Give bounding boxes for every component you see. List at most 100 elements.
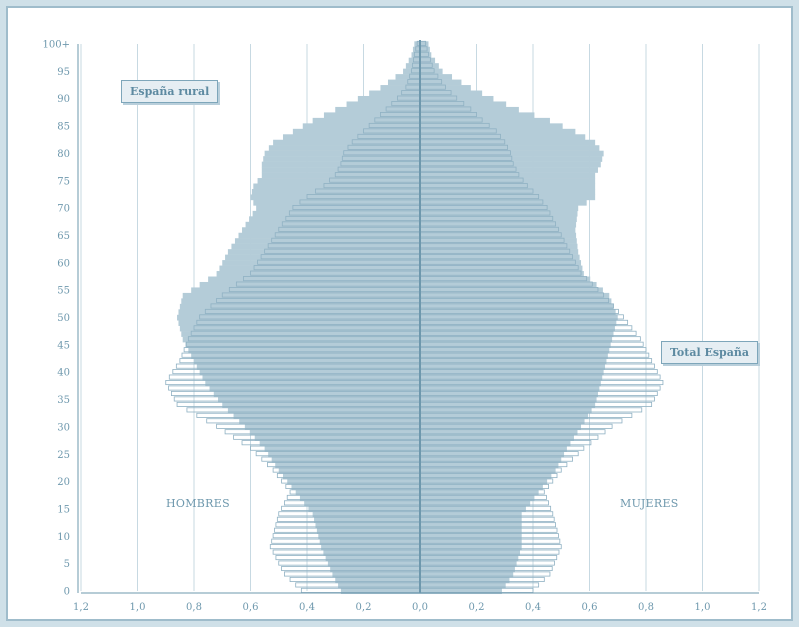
bar-hombres	[222, 402, 420, 409]
y-tick-label: 100+	[43, 40, 70, 51]
bar-mujeres	[420, 210, 578, 217]
bar-hombres	[261, 172, 420, 179]
bar-hombres	[249, 216, 420, 223]
bar-hombres	[357, 95, 420, 102]
bar-hombres	[234, 238, 420, 244]
bar-mujeres	[420, 167, 598, 173]
bar-hombres	[177, 314, 420, 321]
bar-hombres	[312, 117, 420, 124]
bar-mujeres	[420, 582, 506, 589]
bar-mujeres	[420, 342, 611, 348]
bar-mujeres	[420, 134, 586, 140]
bar-mujeres	[420, 533, 522, 540]
bar-mujeres	[420, 588, 502, 595]
bar-mujeres	[420, 117, 550, 124]
bar-mujeres	[420, 577, 510, 584]
bar-hombres	[318, 533, 420, 540]
bar-mujeres	[420, 489, 539, 496]
bar-mujeres	[420, 243, 578, 250]
bar-mujeres	[420, 52, 432, 58]
bar-hombres	[282, 134, 420, 140]
bar-mujeres	[420, 271, 584, 277]
bar-hombres	[249, 429, 420, 436]
bar-hombres	[369, 90, 420, 97]
bar-mujeres	[420, 112, 535, 119]
bar-hombres	[411, 52, 420, 58]
bar-hombres	[202, 374, 420, 381]
bar-hombres	[208, 276, 420, 283]
y-tick-label: 85	[57, 122, 70, 133]
bar-mujeres	[420, 79, 462, 86]
bar-hombres	[315, 522, 420, 529]
bar-hombres	[327, 560, 420, 567]
bar-hombres	[233, 413, 420, 419]
bar-mujeres	[420, 571, 514, 578]
bar-hombres	[213, 391, 420, 398]
bar-hombres	[316, 528, 420, 534]
bar-mujeres	[420, 511, 522, 518]
y-tick-label: 10	[57, 532, 70, 543]
y-tick-label: 90	[57, 94, 70, 105]
bar-hombres	[191, 353, 420, 359]
bar-mujeres	[420, 517, 522, 523]
mujeres-label: MUJERES	[620, 497, 679, 510]
bar-hombres	[387, 79, 420, 86]
bar-hombres	[253, 199, 420, 206]
bar-mujeres	[420, 205, 579, 212]
bar-mujeres	[420, 374, 603, 381]
bar-mujeres	[420, 555, 519, 562]
bar-hombres	[264, 150, 420, 157]
bar-mujeres	[420, 183, 596, 190]
bar-hombres	[308, 506, 420, 512]
x-tick-label: 0,8	[638, 602, 654, 613]
bar-mujeres	[420, 462, 559, 469]
bar-mujeres	[420, 68, 443, 75]
bar-hombres	[282, 473, 420, 480]
bar-mujeres	[420, 544, 522, 551]
bar-mujeres	[420, 407, 592, 414]
bar-mujeres	[420, 358, 607, 365]
bar-hombres	[271, 457, 420, 463]
bar-hombres	[405, 63, 420, 69]
bar-hombres	[218, 396, 420, 403]
bar-mujeres	[420, 396, 597, 403]
bar-mujeres	[420, 303, 614, 310]
bar-hombres	[238, 232, 420, 239]
y-tick-label: 15	[57, 504, 70, 515]
hombres-label: HOMBRES	[166, 497, 230, 510]
bar-hombres	[263, 156, 420, 162]
bar-mujeres	[420, 550, 521, 556]
chart-frame: 1,2 1,0 0,8 0,6 0,4 0,2 0,0 0,2 0,4 0,6 0,8 1,0 1,2 0…	[6, 6, 793, 621]
bar-mujeres	[420, 435, 574, 441]
bar-mujeres	[420, 560, 517, 567]
bar-hombres	[321, 544, 420, 551]
bar-mujeres	[420, 276, 591, 283]
bar-hombres	[335, 106, 420, 113]
y-tick-label: 0	[64, 587, 70, 598]
bar-hombres	[261, 167, 420, 173]
bar-hombres	[244, 424, 420, 430]
legend-total-espana: Total España	[661, 341, 758, 364]
bar-hombres	[380, 85, 420, 91]
bar-mujeres	[420, 353, 608, 359]
bar-mujeres	[420, 287, 603, 294]
bar-mujeres	[420, 446, 567, 452]
x-tick-label: 0,0	[412, 602, 428, 613]
bar-hombres	[252, 210, 420, 217]
y-tick-label: 95	[57, 67, 70, 78]
bar-mujeres	[420, 314, 618, 321]
x-tick-label: 0,2	[356, 602, 372, 613]
bar-mujeres	[420, 539, 522, 545]
y-tick-label: 40	[57, 368, 70, 379]
x-tick-label: 1,0	[695, 602, 711, 613]
y-tick-label: 75	[57, 176, 70, 187]
bar-mujeres	[420, 101, 507, 108]
bar-mujeres	[420, 123, 563, 130]
y-tick-label: 65	[57, 231, 70, 242]
bar-mujeres	[420, 156, 603, 162]
bar-mujeres	[420, 74, 453, 80]
bar-hombres	[199, 281, 420, 288]
bar-mujeres	[420, 478, 548, 485]
bar-hombres	[395, 74, 420, 80]
bar-hombres	[278, 467, 420, 474]
